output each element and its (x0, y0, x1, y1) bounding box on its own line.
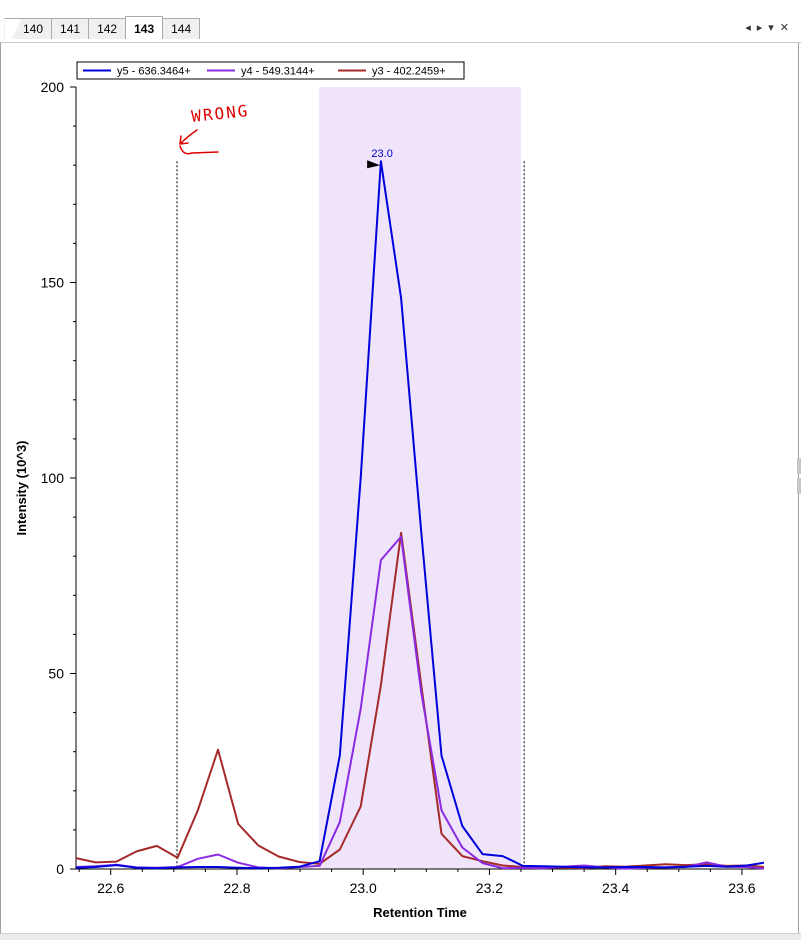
axes: 0 50 100 150 200 22.6 22.8 23.0 23.2 23.4 23.6 Rete… (14, 79, 764, 920)
splitter-handle[interactable] (797, 478, 801, 494)
tab-142[interactable]: 142 (88, 18, 127, 39)
scroll-right-icon[interactable]: ▸ (756, 22, 763, 34)
y-tick-label: 200 (41, 79, 65, 95)
legend-label: y3 - 402.2459+ (372, 66, 446, 78)
legend: y5 - 636.3464+ y4 - 549.3144+ y3 - 402.245… (76, 61, 465, 80)
y-axis-title: Intensity (10^3) (14, 440, 29, 535)
chromatogram-chart[interactable]: 0 50 100 150 200 22.6 22.8 23.0 23.2 23.4 23.6 Rete… (0, 42, 801, 935)
x-tick-label: 23.0 (350, 880, 377, 896)
y-tick-label: 100 (41, 470, 65, 486)
peak-label-text: 23.0 (371, 148, 392, 160)
x-tick-label: 23.4 (602, 880, 629, 896)
tab-controls: ◂ ▸ ▾ ✕ (745, 20, 789, 36)
x-axis-title: Retention Time (373, 905, 467, 920)
x-tick-label: 23.6 (728, 880, 755, 896)
splitter-handle[interactable] (797, 458, 801, 474)
scroll-left-icon[interactable]: ◂ (745, 22, 751, 34)
tab-143[interactable]: 143 (125, 16, 164, 39)
x-tick-label: 22.6 (97, 880, 124, 896)
legend-box (76, 61, 465, 80)
tab-140[interactable]: 140 (4, 18, 53, 39)
tab-strip: 140 141 142 143 144 ◂ ▸ ▾ ✕ (0, 0, 801, 43)
x-tick-label: 22.8 (223, 880, 250, 896)
close-icon[interactable]: ✕ (779, 22, 789, 34)
bottom-scrollbar (0, 933, 801, 940)
tab-144[interactable]: 144 (162, 18, 201, 39)
annotation: WRONG (179, 101, 250, 155)
y-tick-label: 150 (41, 275, 65, 291)
x-tick-label: 23.2 (476, 880, 503, 896)
integration-region-band (319, 87, 521, 869)
series-lines (75, 160, 765, 870)
legend-label: y5 - 636.3464+ (117, 66, 191, 78)
peak-label: 23.0 (367, 148, 393, 169)
tab-141[interactable]: 141 (51, 18, 90, 39)
dropdown-icon[interactable]: ▾ (768, 22, 774, 34)
peak-marker-icon (367, 160, 381, 169)
annotation-text: WRONG (190, 101, 250, 126)
y-tick-label: 0 (56, 861, 64, 877)
legend-label: y4 - 549.3144+ (241, 66, 315, 78)
tab-list: 140 141 142 143 144 (4, 16, 201, 40)
annotation-arrow-icon (179, 129, 219, 155)
integration-region (319, 87, 521, 869)
series-line (75, 160, 765, 870)
peak-boundaries (176, 161, 525, 869)
y-tick-label: 50 (48, 666, 64, 682)
